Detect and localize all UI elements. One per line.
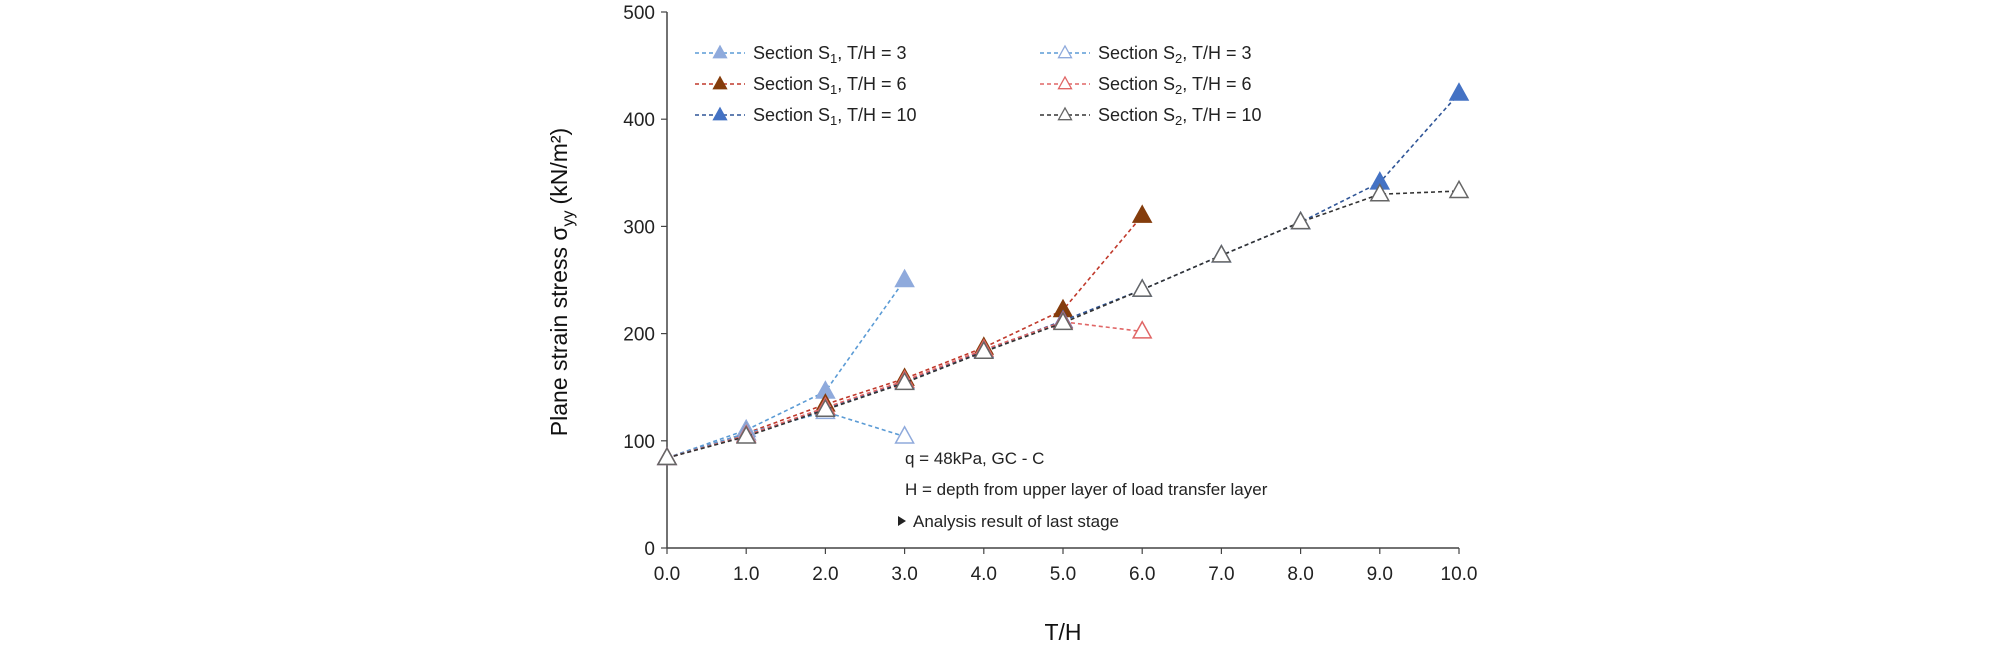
y-axis-title-sub: yy xyxy=(560,210,577,226)
y-tick-labels: 0 100 200 300 400 500 xyxy=(623,3,667,560)
legend-item-1: Section S1, T/H = 3 xyxy=(695,43,906,66)
legend-label-sub: 1 xyxy=(830,113,837,128)
legend-label-section: Section S xyxy=(1098,105,1175,125)
legend-label-section: Section S xyxy=(753,74,830,94)
legend-label-section: Section S xyxy=(753,43,830,63)
legend-marker xyxy=(1057,44,1073,59)
arrow-bullet-icon xyxy=(898,516,906,526)
y-axis-title-main: Plane strain stress σ xyxy=(546,226,572,436)
data-point-triangle xyxy=(1131,278,1153,297)
legend-label-rest: , T/H = 3 xyxy=(837,43,906,63)
series-line xyxy=(666,92,1460,459)
legend-item-6: Section S2, T/H = 10 xyxy=(1040,105,1262,128)
data-point-triangle xyxy=(894,425,915,444)
y-tick-label: 300 xyxy=(623,217,655,238)
data-point-triangle xyxy=(1448,82,1470,101)
annotation-line-2: H = depth from upper layer of load trans… xyxy=(905,480,1268,499)
legend-label-rest: , T/H = 6 xyxy=(837,74,906,94)
y-tick-label: 400 xyxy=(623,110,655,131)
x-tick-label: 5.0 xyxy=(1050,564,1076,585)
legend-label: Section S1, T/H = 3 xyxy=(753,43,906,66)
legend-label-sub: 1 xyxy=(830,82,837,97)
series-6 xyxy=(656,179,1470,466)
legend-label-sub: 1 xyxy=(830,51,837,66)
legend-label-section: Section S xyxy=(1098,74,1175,94)
data-point-triangle xyxy=(1131,320,1153,339)
x-tick-label: 8.0 xyxy=(1287,564,1313,585)
legend-label-sub: 2 xyxy=(1175,51,1182,66)
x-tick-label: 7.0 xyxy=(1208,564,1234,585)
data-point-triangle xyxy=(1369,182,1391,202)
legend-item-3: Section S1, T/H = 10 xyxy=(695,105,917,128)
data-point-triangle xyxy=(894,371,915,391)
data-point-triangle xyxy=(815,398,836,417)
legend-label-sub: 2 xyxy=(1175,113,1182,128)
data-point-triangle xyxy=(1448,179,1470,199)
x-tick-labels: 0.0 1.0 2.0 3.0 4.0 5.0 6.0 7.0 8.0 9.0 10.0 xyxy=(654,548,1478,585)
legend-marker xyxy=(712,75,728,90)
legend-label: Section S1, T/H = 6 xyxy=(753,74,906,97)
data-point-triangle xyxy=(973,340,995,360)
data-point-triangle xyxy=(1290,210,1311,230)
legend-label-rest: , T/H = 3 xyxy=(1182,43,1251,63)
legend-item-4: Section S2, T/H = 3 xyxy=(1040,43,1251,66)
legend-label: Section S1, T/H = 10 xyxy=(753,105,917,128)
legend-label-rest: , T/H = 6 xyxy=(1182,74,1251,94)
data-point-triangle xyxy=(735,425,757,444)
y-tick-label: 500 xyxy=(623,3,655,24)
legend-label-rest: , T/H = 10 xyxy=(1182,105,1261,125)
y-axis-title-unit: (kN/m²) xyxy=(546,128,572,205)
legend-marker xyxy=(1057,106,1073,121)
legend-item-2: Section S1, T/H = 6 xyxy=(695,74,906,97)
y-axis-title: Plane strain stress σyy (kN/m²) xyxy=(546,128,577,436)
x-tick-label: 4.0 xyxy=(971,564,997,585)
y-tick-label: 100 xyxy=(623,432,655,453)
x-tick-label: 3.0 xyxy=(891,564,917,585)
legend-label-section: Section S xyxy=(753,105,830,125)
x-axis-title: T/H xyxy=(1044,619,1081,645)
x-tick-label: 0.0 xyxy=(654,564,680,585)
series-line xyxy=(666,215,1143,459)
data-point-triangle xyxy=(894,268,915,288)
x-tick-label: 10.0 xyxy=(1441,564,1478,585)
data-point-triangle xyxy=(656,446,678,466)
legend-marker xyxy=(1057,75,1073,90)
data-point-triangle xyxy=(1052,311,1074,331)
legend-label-section: Section S xyxy=(1098,43,1175,63)
annotation-line-1: q = 48kPa, GC - C xyxy=(905,449,1044,468)
y-tick-label: 0 xyxy=(644,539,655,560)
legend-marker xyxy=(712,106,728,121)
legend-label: Section S2, T/H = 10 xyxy=(1098,105,1262,128)
legend-label: Section S2, T/H = 3 xyxy=(1098,43,1251,66)
legend-label: Section S2, T/H = 6 xyxy=(1098,74,1251,97)
data-point-triangle xyxy=(1211,244,1232,263)
series-layer xyxy=(656,82,1470,466)
x-tick-label: 6.0 xyxy=(1129,564,1155,585)
x-tick-label: 2.0 xyxy=(812,564,838,585)
annotations: q = 48kPa, GC - C H = depth from upper l… xyxy=(898,449,1268,531)
legend-item-5: Section S2, T/H = 6 xyxy=(1040,74,1251,97)
legend-marker xyxy=(712,44,728,59)
legend-label-rest: , T/H = 10 xyxy=(837,105,916,125)
y-tick-label: 200 xyxy=(623,325,655,346)
series-line xyxy=(666,279,906,459)
series-3 xyxy=(656,82,1470,466)
series-1 xyxy=(656,268,915,466)
data-point-triangle xyxy=(1131,204,1153,223)
series-line xyxy=(666,411,905,459)
annotation-line-3: Analysis result of last stage xyxy=(913,512,1119,531)
legend-label-sub: 2 xyxy=(1175,82,1182,97)
x-tick-label: 9.0 xyxy=(1367,564,1393,585)
x-tick-label: 1.0 xyxy=(733,564,759,585)
